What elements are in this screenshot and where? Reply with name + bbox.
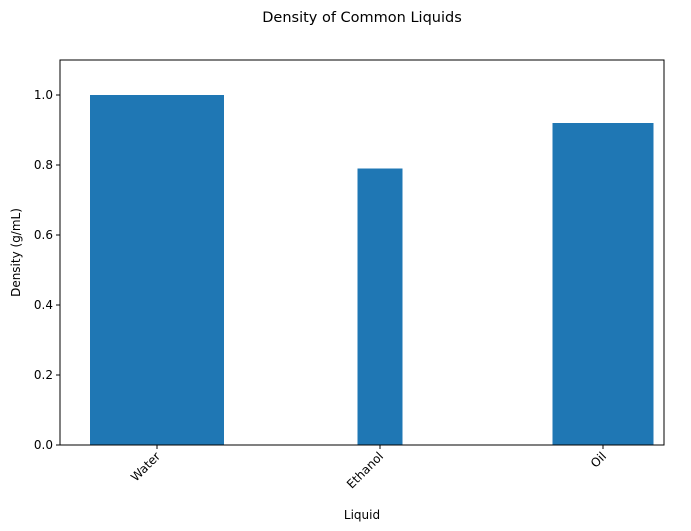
bar-water	[90, 95, 224, 445]
y-axis: 0.0 0.2 0.4 0.6 0.8 1.0	[34, 88, 60, 452]
x-tick-label-ethanol: Ethanol	[344, 449, 386, 491]
y-tick-label: 0.0	[34, 438, 53, 452]
y-tick-label: 0.8	[34, 158, 53, 172]
y-tick-label: 0.2	[34, 368, 53, 382]
bar-ethanol	[357, 168, 403, 445]
x-tick-label-water: Water	[128, 449, 163, 484]
bars-group	[90, 95, 654, 445]
y-tick-label: 0.4	[34, 298, 53, 312]
x-axis: Water Ethanol Oil	[128, 445, 609, 491]
y-axis-label: Density (g/mL)	[9, 208, 23, 297]
x-axis-label: Liquid	[344, 508, 380, 522]
bar-oil	[552, 123, 654, 445]
x-tick-label-oil: Oil	[588, 449, 609, 470]
chart-title: Density of Common Liquids	[262, 10, 462, 26]
plot-frame	[59, 59, 665, 446]
y-tick-label: 1.0	[34, 88, 53, 102]
y-tick-label: 0.6	[34, 228, 53, 242]
